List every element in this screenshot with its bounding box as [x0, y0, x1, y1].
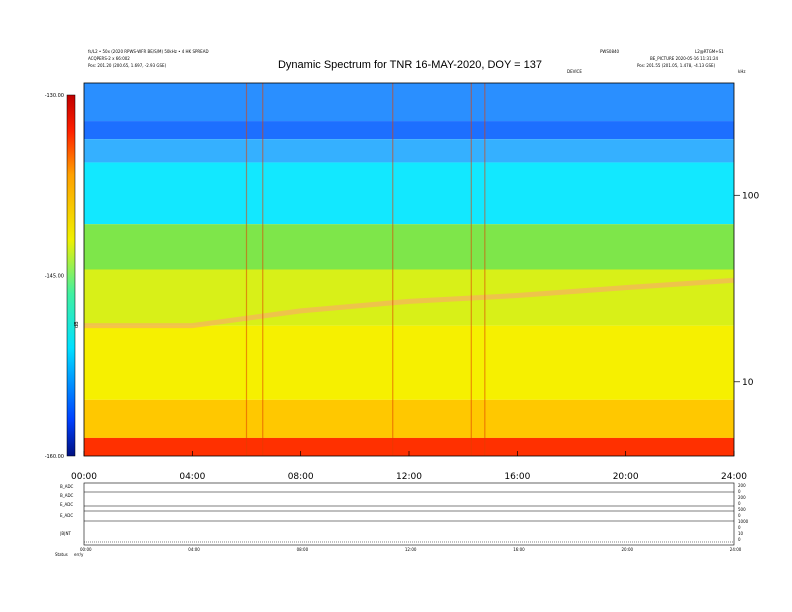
- lower-x-tick-label: 24:00: [729, 547, 742, 552]
- axis-unit-label: kHz: [738, 69, 746, 74]
- lower-right-label: 0: [738, 525, 741, 530]
- lower-row-label: |B|NT: [60, 531, 71, 536]
- lower-right-label: 500: [738, 507, 746, 512]
- intensity-band-7: [84, 399, 734, 438]
- lower-x-tick-label: 16:00: [513, 547, 525, 552]
- header-info-3: Pos: 201.20 (200.65, 1.697, -2.93 GSE): [88, 63, 167, 68]
- emission-lane: [84, 277, 735, 329]
- colorbar-tick-label: -130.00: [45, 93, 64, 99]
- lower-panel: [83, 482, 735, 546]
- lower-row-label: B_ADC: [60, 493, 74, 498]
- header-info-7: Pos: 201.55 (201.05, 1.478, -4.13 GSE): [637, 63, 716, 68]
- lower-footer-label: Status: [55, 552, 68, 557]
- intensity-band-6: [84, 325, 734, 400]
- lower-right-label: 0: [738, 513, 741, 518]
- header-info-6: BE_PICTURE 2020-05-16 11:31:24: [650, 56, 719, 61]
- x-tick-label: 24:00: [721, 472, 747, 482]
- intensity-band-2: [84, 139, 734, 163]
- lower-row-label: B_ADC: [60, 484, 74, 489]
- intensity-band-3: [84, 162, 734, 225]
- lower-right-label: 0: [738, 489, 741, 494]
- y-tick-label: 100: [742, 191, 759, 201]
- lower-right-label: 0: [738, 501, 741, 506]
- intensity-band-0: [84, 83, 734, 122]
- lower-x-tick-label: 20:00: [621, 547, 634, 552]
- intensity-band-5: [84, 269, 734, 326]
- intensity-band-4: [84, 224, 734, 270]
- lower-row-label: E_ADC: [60, 513, 74, 518]
- x-tick-label: 08:00: [288, 472, 314, 482]
- lower-x-tick-label: 12:00: [404, 547, 417, 552]
- x-tick-label: 04:00: [179, 472, 205, 482]
- header-info-2: ACQPERS-2 x 66:002: [88, 56, 130, 61]
- colorbar-label: dB: [74, 321, 80, 328]
- lower-right-label: 0: [738, 537, 741, 542]
- lower-right-label: 10: [738, 531, 744, 536]
- x-tick-label: 00:00: [71, 472, 97, 482]
- x-tick-label: 20:00: [613, 472, 639, 482]
- chart-title: Dynamic Spectrum for TNR 16-MAY-2020, DO…: [277, 59, 542, 71]
- lower-right-label: 1000: [738, 519, 749, 524]
- colorbar: [66, 94, 76, 457]
- x-tick-label: 12:00: [396, 472, 422, 482]
- header-info-4: PWS0840: [600, 49, 620, 54]
- header-device: DEVICE: [567, 69, 582, 74]
- colorbar-tick-label: -145.00: [45, 274, 64, 280]
- lower-right-label: 200: [738, 483, 746, 488]
- y-tick-label: 10: [742, 378, 754, 388]
- lower-right-label: 200: [738, 495, 746, 500]
- lower-row-label: E_ADC: [60, 502, 74, 507]
- lower-footer-label-2: err/y: [74, 552, 84, 557]
- colorbar-tick-label: -160.00: [45, 454, 64, 460]
- lower-x-tick-label: 00:00: [80, 547, 92, 552]
- intensity-band-1: [84, 121, 734, 140]
- lower-x-tick-label: 08:00: [296, 547, 309, 552]
- header-info-5: L2@RTGM+S1: [695, 49, 724, 54]
- lower-x-tick-label: 04:00: [188, 547, 200, 552]
- x-tick-label: 16:00: [504, 472, 530, 482]
- header-info-1: fs/L2 • 50x (2020 RPWS-WFR BE/S/M) 50kHz…: [88, 49, 209, 54]
